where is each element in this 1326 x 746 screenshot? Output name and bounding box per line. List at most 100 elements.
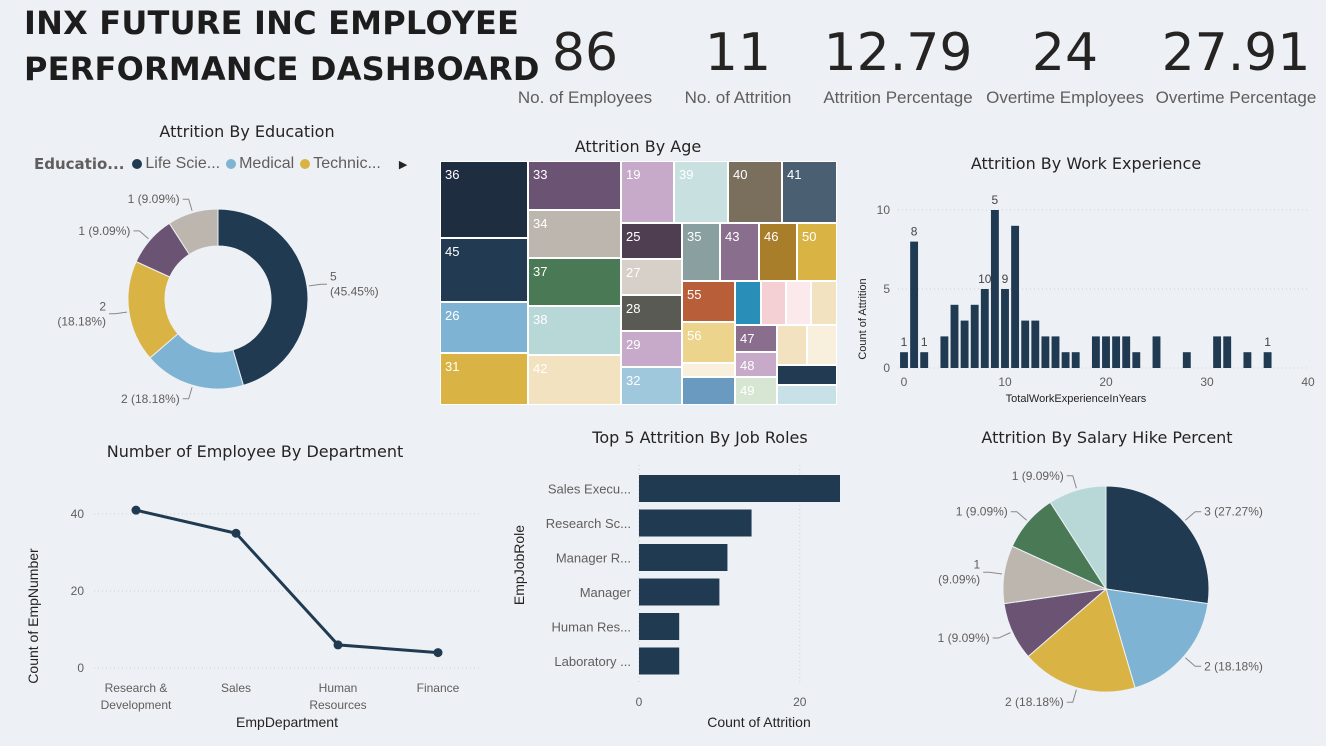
kpi-label: Overtime Employees	[986, 88, 1144, 107]
jobroles-y-axis-label: EmpJobRole	[511, 525, 527, 605]
department-x-tick: Human	[319, 681, 358, 695]
age-cell	[682, 377, 735, 405]
department-x-axis-label: EmpDepartment	[236, 714, 338, 730]
salaryhike-data-label: (9.09%)	[938, 573, 980, 587]
age-cell	[682, 223, 720, 281]
department-line-chart: 0 20 40 Research & Development Sales Human Reso…	[25, 505, 480, 730]
education-data-label: 2 (18.18%)	[121, 392, 180, 406]
kpi-attrition: 11 No. of Attrition	[668, 18, 808, 108]
kpi-label: No. of Attrition	[684, 88, 792, 107]
age-cell-label: 47	[740, 331, 754, 346]
age-cell	[682, 281, 735, 322]
education-data-label: (18.18%)	[57, 314, 106, 328]
age-cell	[440, 161, 528, 238]
education-data-label: 1 (9.09%)	[78, 224, 130, 238]
jobroles-bar	[639, 578, 720, 606]
education-legend: Educatio... Life Scie... Medical Technic…	[34, 155, 407, 173]
jobroles-bar	[639, 509, 752, 537]
age-cell	[528, 161, 621, 210]
age-cell-label: 46	[764, 229, 778, 244]
experience-x-tick: 0	[901, 375, 908, 389]
legend-dot-life-sciences	[132, 159, 143, 169]
kpi-attrition-percentage: 12.79 Attrition Percentage	[818, 18, 978, 108]
experience-data-label: 5	[992, 193, 999, 207]
age-cell-label: 27	[626, 265, 640, 280]
age-cell-label: 55	[687, 287, 701, 302]
age-cell-label: 49	[740, 383, 754, 398]
age-cell	[735, 325, 777, 352]
experience-bar	[1061, 352, 1070, 368]
age-cell-label: 50	[802, 229, 816, 244]
kpi-employees: 86 No. of Employees	[510, 18, 660, 108]
kpi-value: 86	[551, 23, 619, 83]
salaryhike-slice	[1105, 588, 1209, 689]
kpi-value: 27.91	[1161, 23, 1311, 83]
department-chart-title: Number of Employee By Department	[106, 442, 404, 461]
department-x-tick: Research &	[105, 681, 168, 695]
education-leader-line	[109, 311, 128, 315]
chevron-right-icon[interactable]: ▶	[398, 158, 408, 171]
experience-data-label: 9	[1002, 272, 1009, 286]
department-line	[135, 508, 439, 655]
experience-bar	[1223, 336, 1232, 368]
age-cell	[735, 352, 777, 377]
age-cell-label: 35	[687, 229, 701, 244]
age-treemap-chart: 36 45 26 31 33 34 37 38 42 19 39 40 41 25 27 28 29 32 35 43…	[440, 161, 837, 405]
legend-item-medical[interactable]: Medical	[239, 155, 295, 172]
jobroles-y-tick: Human Res...	[552, 620, 631, 635]
education-leader-line	[182, 387, 193, 400]
experience-bar	[920, 352, 929, 368]
experience-bar	[990, 210, 999, 368]
education-data-label: 2	[99, 299, 106, 313]
age-cell-label: 56	[687, 328, 701, 343]
department-y-tick: 20	[71, 584, 85, 598]
department-y-tick: 0	[77, 661, 84, 675]
experience-data-label: 1	[901, 335, 908, 349]
age-cell	[786, 281, 811, 325]
legend-item-technical[interactable]: Technic...	[313, 155, 381, 172]
age-cell-label: 33	[533, 167, 547, 182]
salaryhike-pie-chart: 3 (27.27%) 2 (18.18%) 2 (18.18%) 1 (9.09%) 1…	[938, 469, 1263, 709]
jobroles-x-axis-label: Count of Attrition	[707, 714, 811, 730]
age-cell	[621, 331, 682, 367]
legend-item-life-sciences[interactable]: Life Scie...	[145, 155, 221, 172]
age-cell	[621, 367, 682, 405]
department-x-tick: Development	[101, 698, 172, 712]
age-cell-label: 29	[626, 337, 640, 352]
experience-bar	[1051, 336, 1060, 368]
age-cell	[621, 161, 674, 223]
education-data-label: 1 (9.09%)	[128, 192, 180, 206]
age-cell-label: 37	[533, 264, 547, 279]
experience-bar	[1021, 320, 1030, 368]
salaryhike-data-label: 1 (9.09%)	[938, 631, 990, 645]
salaryhike-slice	[1105, 485, 1210, 605]
age-cell-label: 42	[533, 361, 547, 376]
jobroles-y-tick: Laboratory ...	[554, 654, 631, 669]
experience-data-label: 1	[921, 335, 928, 349]
kpi-value: 12.79	[823, 23, 973, 83]
age-cell-label: 31	[445, 359, 459, 374]
age-cell	[735, 281, 761, 325]
salaryhike-data-label: 3 (27.27%)	[1204, 505, 1263, 519]
experience-bar	[910, 241, 919, 368]
experience-bar	[940, 336, 949, 368]
jobroles-y-tick: Research Sc...	[546, 516, 631, 531]
age-cell	[807, 325, 837, 365]
education-data-label: 5	[330, 270, 337, 284]
salaryhike-data-label: 1	[974, 558, 981, 572]
legend-dot-medical	[226, 159, 237, 169]
education-donut-chart: 5(45.45%) 2 (18.18%) 2(18.18%) 1 (9.09%) 1 (…	[57, 192, 378, 406]
jobroles-bar	[639, 544, 728, 571]
age-cell-label: 38	[533, 312, 547, 327]
education-slice	[217, 208, 309, 386]
experience-x-tick: 20	[1099, 375, 1113, 389]
age-cell	[728, 161, 782, 223]
department-x-tick: Sales	[221, 681, 251, 695]
kpi-overtime-employees: 24 Overtime Employees	[984, 18, 1146, 108]
age-cell	[811, 281, 837, 325]
salaryhike-leader-line	[1066, 689, 1077, 703]
experience-bar	[1213, 336, 1222, 368]
age-cell-label: 19	[626, 167, 640, 182]
age-cell	[528, 306, 621, 355]
age-cell	[777, 325, 807, 365]
